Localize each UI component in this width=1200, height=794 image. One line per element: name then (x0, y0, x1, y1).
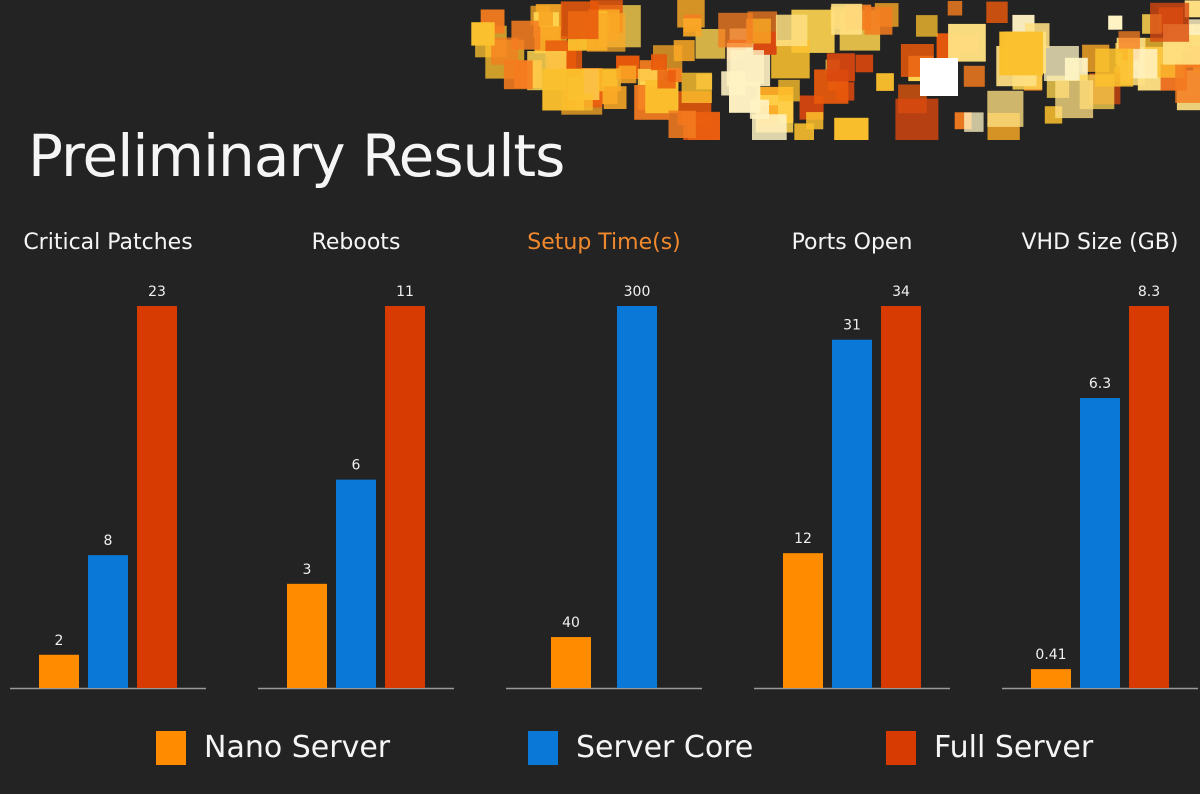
chart-title: Critical Patches (23, 230, 192, 255)
decorative-square (826, 53, 855, 82)
decorative-square (855, 54, 874, 73)
decorative-square (775, 14, 808, 47)
decorative-square (948, 23, 986, 62)
decorative-square (778, 79, 800, 102)
decorative-square (491, 37, 519, 65)
decorative-square (876, 73, 894, 91)
data-label: 300 (624, 284, 651, 300)
chart-title: Ports Open (792, 230, 913, 255)
data-label: 31 (843, 318, 861, 334)
data-label: 3 (303, 562, 312, 578)
decorative-square (999, 31, 1043, 76)
legend-label: Nano Server (204, 730, 391, 765)
bar-charts: Critical Patches 2 8 23 Reboots 3 6 11 Setup Tim… (10, 230, 1198, 690)
decorative-square (1108, 15, 1123, 30)
data-label: 6.3 (1089, 376, 1111, 392)
bar-nano-server (287, 583, 327, 688)
data-label: 40 (562, 615, 580, 631)
data-label: 6 (352, 458, 361, 474)
decorative-square (986, 1, 1008, 23)
data-label: 8.3 (1138, 284, 1160, 300)
decorative-squares (471, 0, 1200, 140)
decorative-square (618, 65, 637, 84)
chart-title: VHD Size (GB) (1022, 230, 1179, 255)
decorative-square (542, 68, 584, 111)
data-label: 34 (892, 284, 910, 300)
bar-full-server (137, 306, 177, 688)
decorative-square (947, 1, 963, 16)
decorative-square (771, 39, 810, 79)
legend-swatch-core (528, 730, 558, 765)
decorative-square (560, 1, 599, 40)
data-label: 8 (104, 533, 113, 549)
decorative-square (538, 11, 553, 27)
decorative-square (1188, 19, 1200, 35)
decorative-square (963, 65, 985, 87)
decorative-square (806, 112, 824, 130)
decorative-square (920, 58, 958, 96)
decorative-square (831, 3, 863, 35)
page-title: Preliminary Results (28, 122, 565, 190)
legend-label: Server Core (576, 730, 754, 765)
decorative-square (503, 60, 533, 90)
decorative-square (651, 54, 667, 71)
decorative-square (916, 15, 938, 37)
bar-full-server (385, 306, 425, 688)
decorative-square (681, 72, 712, 103)
legend-item-server-core: Server Core (528, 730, 753, 765)
decorative-square (603, 86, 627, 109)
bar-server-core (88, 555, 128, 688)
data-label: 0.41 (1035, 647, 1066, 663)
chart-title: Setup Time(s) (527, 230, 681, 255)
data-label: 12 (794, 531, 812, 547)
bar-nano-server (551, 637, 591, 688)
bar-nano-server (39, 654, 79, 688)
legend-swatch-full (886, 730, 916, 765)
data-label: 11 (396, 284, 414, 300)
decorative-square (673, 40, 695, 62)
bar-server-core (1080, 398, 1120, 688)
decorative-square (1118, 31, 1140, 53)
legend-label: Full Server (934, 730, 1094, 765)
bar-nano-server (1031, 669, 1071, 688)
bar-nano-server (783, 553, 823, 688)
decorative-square (721, 71, 746, 96)
data-label: 23 (148, 284, 166, 300)
decorative-square (1175, 61, 1200, 103)
decorative-square (1095, 48, 1134, 87)
decorative-square (657, 70, 676, 89)
decorative-square (987, 90, 1024, 127)
decorative-square (471, 22, 495, 46)
decorative-square (864, 6, 893, 35)
decorative-square (1150, 2, 1190, 42)
decorative-square (598, 68, 621, 92)
decorative-square (895, 98, 939, 140)
decorative-square (668, 110, 696, 138)
decorative-square (964, 112, 984, 132)
decorative-square (834, 117, 869, 140)
legend-swatch-nano (156, 730, 186, 765)
data-label: 2 (55, 633, 64, 649)
bar-full-server (881, 306, 921, 688)
bar-server-core (617, 306, 657, 688)
bar-server-core (336, 479, 376, 688)
chart-title: Reboots (312, 230, 401, 255)
bar-server-core (832, 339, 872, 688)
bar-full-server (1129, 306, 1169, 688)
legend-item-nano-server: Nano Server (156, 730, 390, 765)
legend-item-full-server: Full Server (886, 730, 1093, 765)
decorative-square (718, 12, 753, 48)
legend: Nano Server Server Core Full Server (0, 730, 1200, 780)
decorative-square (1055, 80, 1094, 119)
decorative-square (683, 18, 702, 37)
